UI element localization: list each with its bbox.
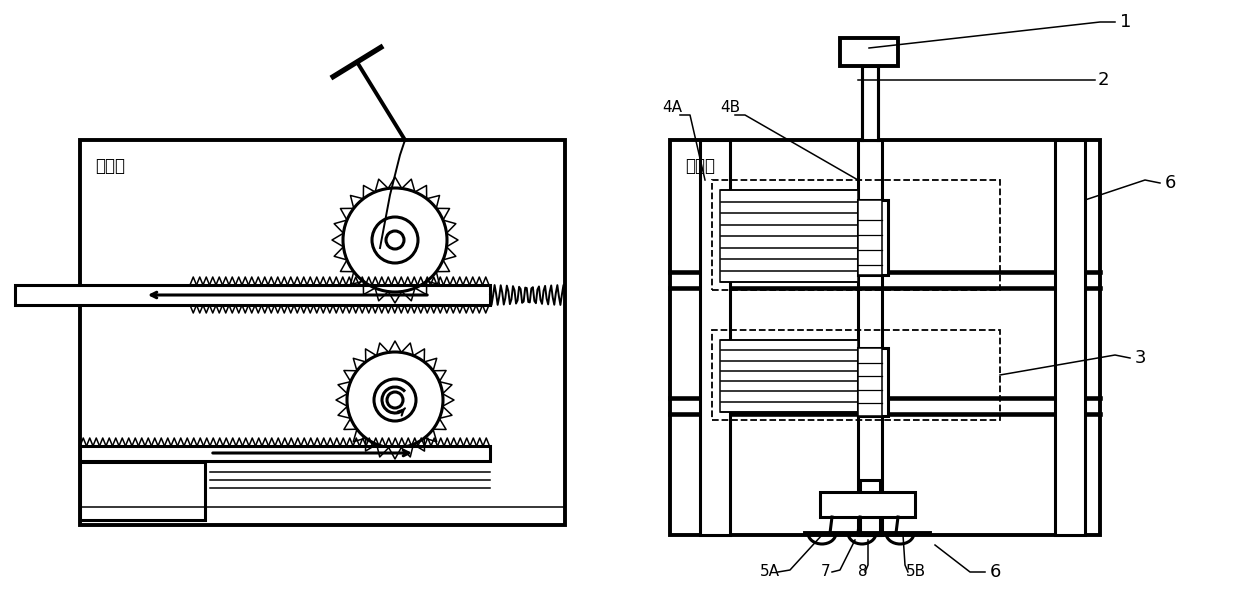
Bar [712,330,999,420]
Bar [720,190,858,282]
Bar [15,285,490,305]
Bar [670,140,1100,535]
Bar [858,348,882,416]
Bar [81,462,205,520]
Text: 右视图: 右视图 [684,157,715,175]
Text: 7: 7 [821,564,831,579]
Text: 6: 6 [1166,174,1177,192]
Bar [720,340,858,412]
Bar [820,492,915,517]
Bar [858,140,882,535]
Bar [858,200,882,275]
Text: 5A: 5A [760,564,780,579]
Text: 1: 1 [1120,13,1131,31]
Text: 5B: 5B [906,564,926,579]
Circle shape [387,392,403,408]
Bar [712,180,999,290]
Bar [81,140,565,525]
Bar [862,66,878,140]
Bar [858,348,888,416]
Bar [858,200,888,275]
Bar [701,140,730,535]
Text: 3: 3 [1135,349,1147,367]
Text: 8: 8 [858,564,868,579]
Text: 4A: 4A [662,100,682,115]
Bar [1055,140,1085,535]
Text: 6: 6 [990,563,1002,581]
Text: 4B: 4B [720,100,740,115]
Bar [861,480,880,535]
Text: 2: 2 [1097,71,1110,89]
Circle shape [386,231,404,249]
Bar [81,446,490,461]
Text: 主视图: 主视图 [95,157,125,175]
Bar [839,38,898,66]
